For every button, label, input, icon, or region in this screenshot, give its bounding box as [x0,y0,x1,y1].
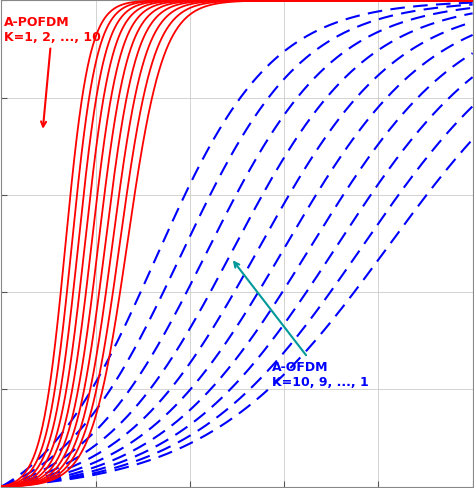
Text: A-OFDM
K=10, 9, ..., 1: A-OFDM K=10, 9, ..., 1 [234,263,369,388]
Text: A-POFDM
K=1, 2, ..., 10: A-POFDM K=1, 2, ..., 10 [4,16,100,127]
